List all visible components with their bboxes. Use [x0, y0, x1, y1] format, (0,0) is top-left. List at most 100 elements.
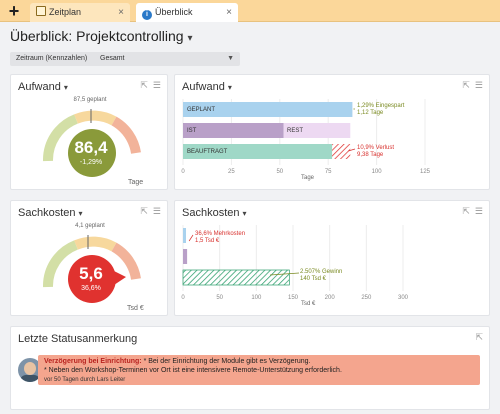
tab-bar: + Zeitplan × i Überblick × [0, 0, 500, 22]
sachkosten-gauge [43, 235, 141, 303]
annotation-line-gain [269, 272, 300, 276]
bar-ist [183, 123, 284, 138]
gauge-value-circle [68, 255, 116, 303]
tick-label: 200 [325, 295, 336, 301]
tick-label: 0 [181, 169, 185, 175]
gauge-band-high [111, 116, 141, 154]
bar-label-ist: IST [187, 128, 197, 134]
sachkosten-gauge-card: Sachkosten ▾ ⇱ ☰ 4,1 geplant 5,6 36,6% Tsd… [10, 200, 168, 316]
external-link-icon[interactable]: ⇱ [140, 80, 148, 90]
bar-geplant [183, 228, 187, 243]
annotation-saved: 1,29% Eingespart 1,12 Tage [357, 103, 405, 116]
card-tools: ⇱ ☰ [457, 80, 483, 91]
status-note: Verzögerung bei Einrichtung: * Bei der E… [38, 355, 480, 385]
aufwand-bars-card: Aufwand ▾ ⇱ ☰ 0 25 50 75 100 125 GEPLANT IST RE… [174, 74, 490, 190]
status-line-1: * Bei der Einrichtung der Module gibt es… [141, 358, 311, 365]
gauge-pointer [114, 271, 126, 285]
add-tab-button[interactable]: + [8, 1, 20, 21]
calendar-icon [36, 6, 46, 16]
card-tools: ⇱ ☰ [135, 206, 161, 217]
settings-sliders-icon[interactable]: ☰ [152, 80, 161, 90]
external-link-icon[interactable]: ⇱ [462, 206, 470, 216]
bar-beauftragt [183, 144, 333, 159]
aufwand-gauge [43, 109, 141, 177]
external-link-icon[interactable]: ⇱ [475, 332, 483, 342]
close-icon[interactable]: × [226, 7, 232, 18]
card-tools: ⇱ ☰ [135, 80, 161, 91]
status-headline: Verzögerung bei Einrichtung: [44, 358, 142, 365]
external-link-icon[interactable]: ⇱ [140, 206, 148, 216]
settings-sliders-icon[interactable]: ☰ [474, 80, 483, 90]
external-link-icon[interactable]: ⇱ [462, 80, 470, 90]
gauge-unit: Tage [128, 179, 144, 186]
tab-ueberblick[interactable]: i Überblick × [136, 3, 238, 22]
tick-label: 25 [228, 169, 235, 175]
bar-loss-hatch [332, 144, 351, 159]
chevron-down-icon: ▾ [242, 209, 247, 218]
gauge-value: 5,6 [79, 264, 103, 283]
sachkosten-bars-card: Sachkosten ▾ ⇱ ☰ 0 50 100 150 200 250 300 36,6% … [174, 200, 490, 316]
chevron-down-icon: ▼ [227, 55, 234, 62]
filter-label: Zeitraum (Kennzahlen) [16, 55, 88, 62]
chevron-down-icon: ▾ [227, 83, 232, 92]
card-tools: ⇱ [470, 332, 483, 343]
card-title-text: Aufwand [18, 81, 61, 93]
tab-zeitplan[interactable]: Zeitplan × [30, 3, 130, 22]
chevron-down-icon: ▾ [63, 83, 68, 92]
bar-ist [183, 249, 188, 264]
card-title[interactable]: Aufwand ▾ [18, 81, 68, 93]
info-icon: i [142, 10, 152, 20]
gauge-value: 86,4 [74, 138, 108, 157]
tick-label: 50 [216, 295, 223, 301]
card-title[interactable]: Sachkosten ▾ [18, 207, 83, 219]
tick-label: 100 [251, 295, 262, 301]
page-title-text: Überblick: Projektcontrolling [10, 28, 184, 44]
axis-unit: Tsd € [301, 301, 316, 307]
status-line-2: * Neben den Workshop-Terminen vor Ort is… [44, 367, 342, 374]
tick-label: 0 [181, 295, 185, 301]
card-title[interactable]: Sachkosten ▾ [182, 207, 247, 219]
bar-label-beauftragt: BEAUFTRAGT [187, 149, 228, 155]
bar-label-geplant: GEPLANT [187, 107, 216, 113]
gauge-band-mid [74, 110, 117, 126]
gauge-band-low [43, 240, 79, 288]
sachkosten-bar-chart: 0 50 100 150 200 250 300 [181, 225, 409, 301]
tick-label: 75 [325, 169, 332, 175]
tick-label: 150 [288, 295, 299, 301]
axis-unit: Tage [301, 175, 315, 181]
tick-label: 50 [276, 169, 283, 175]
period-filter-select[interactable]: Zeitraum (Kennzahlen) Gesamt ▼ [10, 52, 240, 66]
card-title-text: Aufwand [182, 81, 225, 93]
card-tools: ⇱ ☰ [457, 206, 483, 217]
gauge-band-mid [74, 236, 117, 252]
tab-label: Überblick [155, 7, 193, 17]
planned-label: 87,5 geplant [73, 97, 107, 103]
gauge-band-low [43, 114, 79, 162]
card-title: Letzte Statusanmerkung [18, 333, 138, 345]
annotation-line-loss [348, 148, 356, 152]
tab-label: Zeitplan [49, 7, 82, 17]
settings-sliders-icon[interactable]: ☰ [152, 206, 161, 216]
bar-beauftragt [182, 269, 290, 286]
card-title-text: Sachkosten [18, 207, 76, 219]
card-title[interactable]: Aufwand ▾ [182, 81, 232, 93]
bar-rest [283, 123, 351, 138]
tick-label: 300 [398, 295, 409, 301]
tick-label: 100 [372, 169, 383, 175]
annotation-loss: 10,9% Verlust 9,38 Tage [357, 145, 395, 158]
annotation-line-more [188, 234, 194, 242]
tick-label: 250 [361, 295, 372, 301]
card-title-text: Sachkosten [182, 207, 240, 219]
tick-label: 125 [420, 169, 431, 175]
aufwand-bar-chart: 0 25 50 75 100 125 [181, 99, 431, 175]
settings-sliders-icon[interactable]: ☰ [474, 206, 483, 216]
chevron-down-icon: ▾ [187, 33, 193, 44]
close-icon[interactable]: × [118, 7, 124, 18]
gauge-value-circle [68, 129, 116, 177]
page-title[interactable]: Überblick: Projektcontrolling ▾ [10, 28, 193, 44]
aufwand-gauge-card: Aufwand ▾ ⇱ ☰ 87,5 geplant 86,4 -1,29% Tag… [10, 74, 168, 190]
planned-label: 4,1 geplant [75, 223, 105, 229]
annotation-gain: 2.507% Gewinn 140 Tsd € [300, 269, 343, 282]
bar-label-rest: REST [287, 128, 304, 134]
gauge-unit: Tsd € [127, 305, 144, 312]
